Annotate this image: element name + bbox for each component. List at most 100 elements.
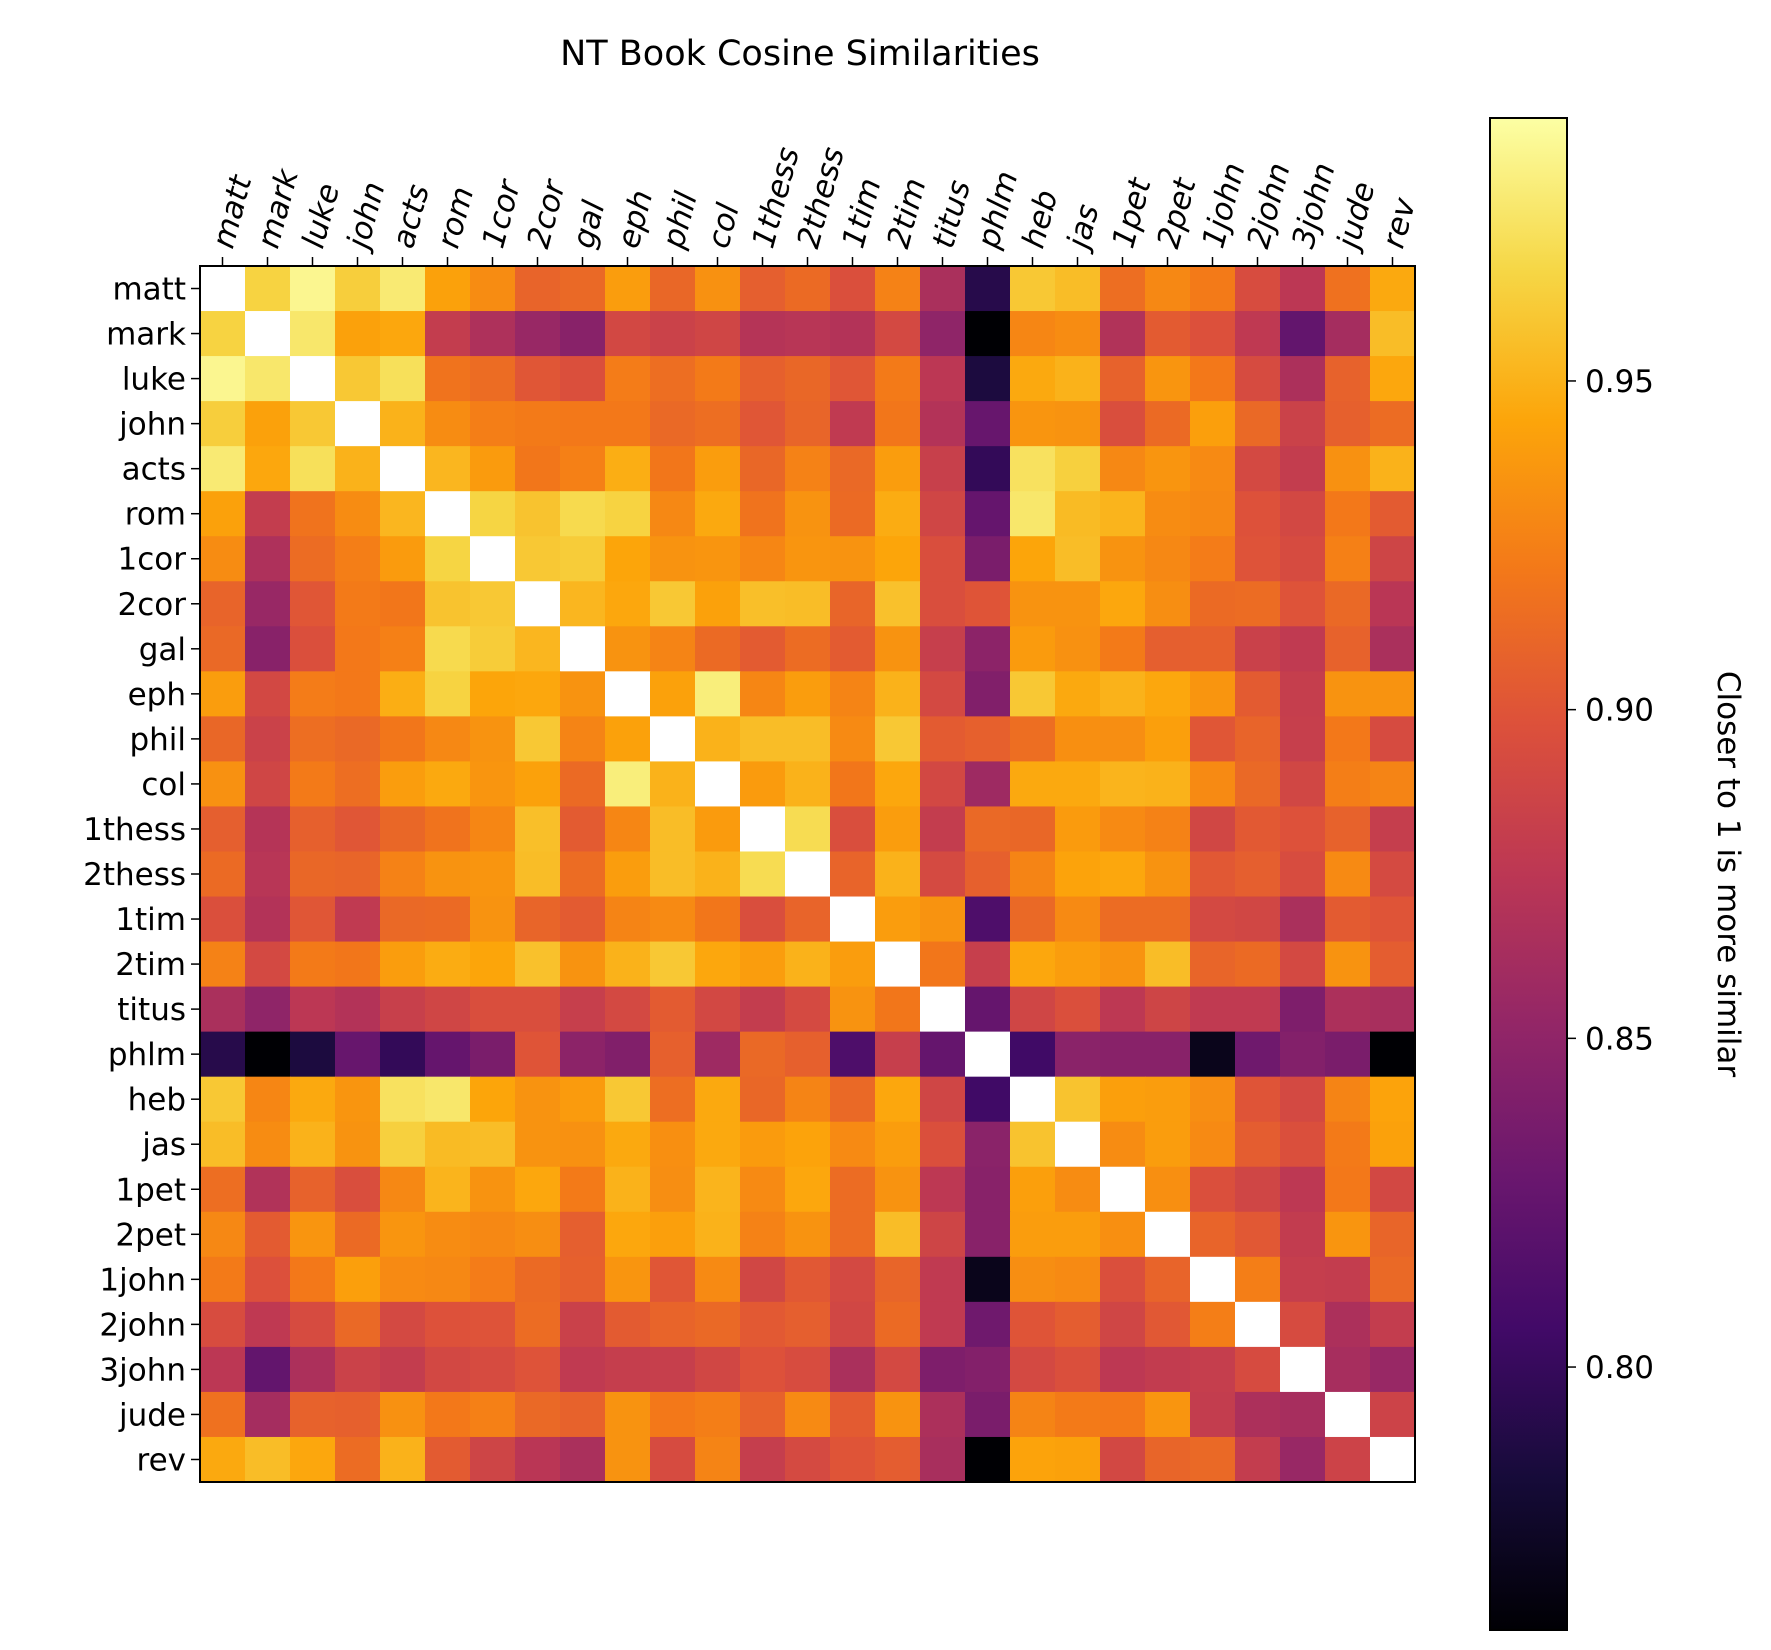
heatmap-cell bbox=[380, 941, 426, 988]
heatmap-cell bbox=[380, 491, 426, 537]
heatmap-cell bbox=[875, 1436, 921, 1483]
x-tick-label: col bbox=[700, 199, 746, 252]
heatmap-cell bbox=[200, 671, 246, 717]
heatmap-cell bbox=[695, 896, 741, 943]
heatmap-cell bbox=[1145, 1076, 1191, 1123]
heatmap-cell bbox=[650, 1121, 696, 1168]
heatmap-cell bbox=[875, 1301, 921, 1348]
colorbar-tick-label: 0.80 bbox=[1585, 1350, 1654, 1386]
heatmap-cell bbox=[1190, 851, 1236, 898]
y-tick-label: 2tim bbox=[115, 947, 186, 983]
heatmap-cell bbox=[920, 806, 966, 853]
heatmap-cell bbox=[1325, 266, 1371, 312]
heatmap-cell bbox=[830, 1076, 876, 1123]
heatmap-cell bbox=[1280, 1031, 1326, 1078]
heatmap-cell bbox=[650, 581, 696, 627]
heatmap-cell bbox=[515, 1031, 561, 1078]
heatmap-cell bbox=[1055, 1301, 1101, 1348]
heatmap-cell bbox=[920, 1121, 966, 1168]
heatmap-cell bbox=[380, 1391, 426, 1438]
heatmap-cell bbox=[605, 1121, 651, 1168]
heatmap-cell bbox=[1055, 716, 1101, 763]
heatmap-cell bbox=[920, 1301, 966, 1348]
heatmap-cell bbox=[1370, 806, 1416, 853]
heatmap-cell bbox=[425, 716, 471, 763]
heatmap-cell bbox=[1280, 626, 1326, 672]
heatmap-cell bbox=[470, 716, 516, 763]
heatmap-cell bbox=[515, 851, 561, 898]
heatmap-cell bbox=[695, 941, 741, 988]
heatmap-cell bbox=[290, 446, 336, 492]
heatmap-cell bbox=[785, 941, 831, 988]
y-tick-label: 1thess bbox=[83, 812, 186, 848]
heatmap-cell bbox=[560, 1076, 606, 1123]
heatmap-cell bbox=[470, 941, 516, 988]
heatmap-cell bbox=[200, 716, 246, 763]
heatmap-cell bbox=[1280, 266, 1326, 312]
heatmap-cell bbox=[290, 1166, 336, 1213]
heatmap-cell bbox=[245, 1256, 291, 1303]
heatmap-cell bbox=[290, 671, 336, 717]
x-tick-label: eph bbox=[610, 186, 660, 252]
heatmap-cell bbox=[560, 1346, 606, 1393]
heatmap-cell bbox=[1055, 1211, 1101, 1258]
heatmap-cell bbox=[470, 266, 516, 312]
heatmap-cell bbox=[200, 1256, 246, 1303]
heatmap-cell bbox=[1370, 941, 1416, 988]
heatmap-cell bbox=[1325, 1301, 1371, 1348]
heatmap-cell bbox=[1235, 536, 1281, 582]
heatmap-cell bbox=[650, 491, 696, 537]
heatmap-cell bbox=[920, 1436, 966, 1483]
heatmap-cell bbox=[740, 986, 786, 1033]
heatmap-cell bbox=[695, 1076, 741, 1123]
heatmap-cell bbox=[1190, 806, 1236, 853]
heatmap-cell bbox=[425, 671, 471, 717]
heatmap-cell bbox=[425, 536, 471, 582]
heatmap-cell bbox=[1190, 1256, 1236, 1303]
heatmap-cell bbox=[695, 1436, 741, 1483]
heatmap-cell bbox=[1370, 1391, 1416, 1438]
heatmap-cell bbox=[740, 1121, 786, 1168]
heatmap-cell bbox=[965, 491, 1011, 537]
heatmap-cell bbox=[1325, 446, 1371, 492]
heatmap-cell bbox=[200, 581, 246, 627]
heatmap-cell bbox=[290, 761, 336, 808]
heatmap-cell bbox=[335, 671, 381, 717]
heatmap-cell bbox=[380, 1256, 426, 1303]
heatmap-cell bbox=[470, 806, 516, 853]
heatmap-cell bbox=[965, 1076, 1011, 1123]
heatmap-cell bbox=[830, 401, 876, 447]
heatmap-cell bbox=[830, 356, 876, 402]
heatmap-cell bbox=[380, 446, 426, 492]
heatmap-cell bbox=[1100, 1391, 1146, 1438]
heatmap-cell bbox=[245, 806, 291, 853]
heatmap-cell bbox=[1370, 1346, 1416, 1393]
heatmap-cell bbox=[830, 1121, 876, 1168]
y-tick-label: jude bbox=[118, 1397, 186, 1433]
heatmap-cell bbox=[875, 356, 921, 402]
heatmap-cell bbox=[560, 761, 606, 808]
heatmap-cell bbox=[245, 311, 291, 357]
heatmap-cell bbox=[695, 446, 741, 492]
heatmap-cell bbox=[245, 1346, 291, 1393]
y-tick-label: rom bbox=[125, 497, 186, 533]
y-tick-label: col bbox=[141, 767, 186, 803]
heatmap-cell bbox=[650, 716, 696, 763]
heatmap-cell bbox=[335, 1076, 381, 1123]
heatmap-cell bbox=[245, 356, 291, 402]
heatmap-cell bbox=[740, 851, 786, 898]
heatmap-cell bbox=[1010, 1346, 1056, 1393]
heatmap-cell bbox=[1235, 356, 1281, 402]
heatmap-cell bbox=[1010, 1256, 1056, 1303]
heatmap-cell bbox=[875, 1076, 921, 1123]
heatmap-cell bbox=[1235, 1346, 1281, 1393]
heatmap-cell bbox=[1055, 626, 1101, 672]
heatmap-cell bbox=[560, 716, 606, 763]
heatmap-cell bbox=[515, 356, 561, 402]
heatmap-cell bbox=[1280, 401, 1326, 447]
heatmap-cell bbox=[830, 1256, 876, 1303]
heatmap-cell bbox=[470, 356, 516, 402]
y-tick-label: luke bbox=[122, 362, 186, 398]
heatmap-cell bbox=[1010, 536, 1056, 582]
